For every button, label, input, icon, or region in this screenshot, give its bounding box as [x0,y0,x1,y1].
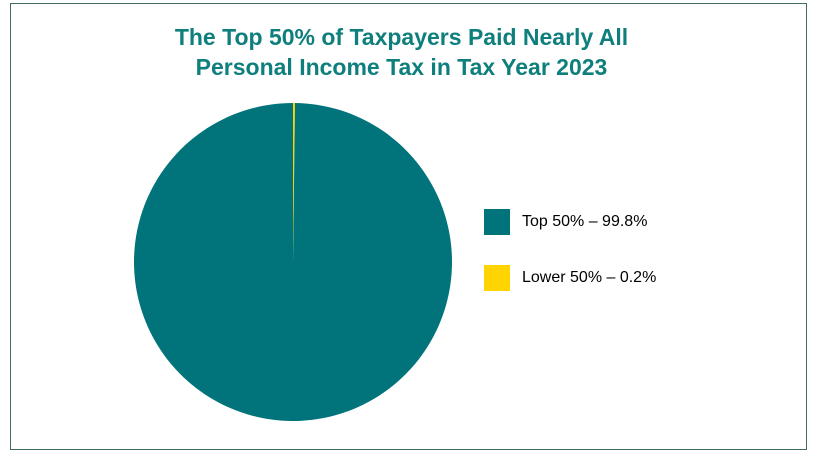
legend-swatch-lower-50 [484,265,510,291]
legend-label-top-50: Top 50% – 99.8% [522,213,648,230]
pie-slice-lower-50 [293,103,295,262]
legend-item-top-50: Top 50% – 99.8% [484,208,656,236]
legend-swatch-top-50 [484,209,510,235]
chart-legend: Top 50% – 99.8% Lower 50% – 0.2% [484,208,656,320]
chart-title-line-2: Personal Income Tax in Tax Year 2023 [195,54,608,80]
pie-slice-top-50 [134,103,453,421]
legend-label-lower-50: Lower 50% – 0.2% [522,269,657,286]
pie-slices [134,103,453,421]
chart-title: The Top 50% of Taxpayers Paid Nearly All… [0,22,803,82]
legend-item-lower-50: Lower 50% – 0.2% [484,264,656,292]
chart-title-line-1: The Top 50% of Taxpayers Paid Nearly All [174,24,629,50]
